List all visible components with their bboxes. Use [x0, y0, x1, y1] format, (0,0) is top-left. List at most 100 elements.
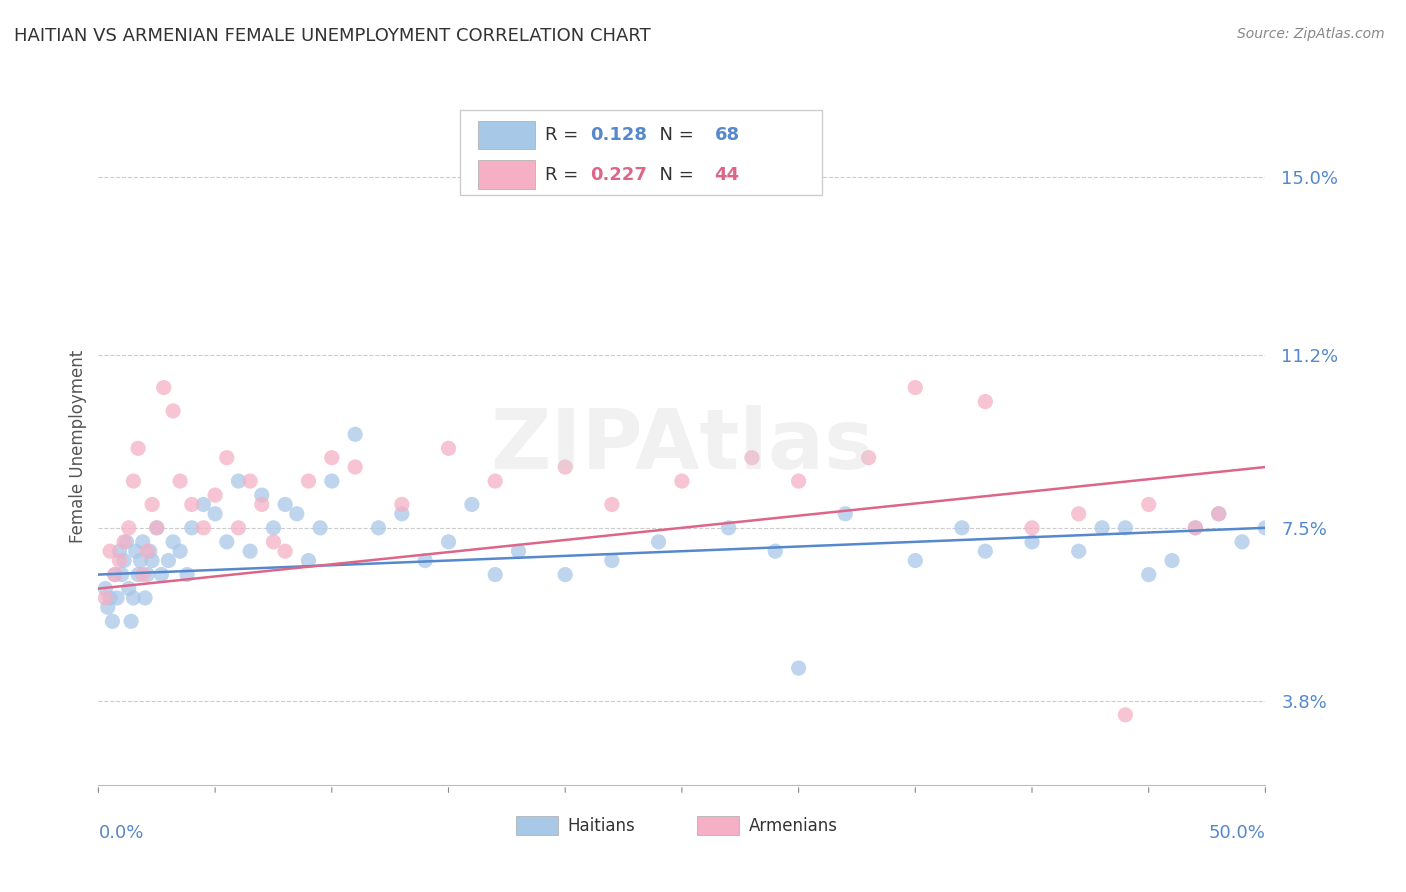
- Haitians: [1091, 521, 1114, 535]
- Haitians: [139, 544, 162, 558]
- Text: Source: ZipAtlas.com: Source: ZipAtlas.com: [1237, 27, 1385, 41]
- Haitians: [309, 521, 332, 535]
- Haitians: [193, 498, 215, 512]
- Haitians: [97, 600, 120, 615]
- Armenians: [1137, 498, 1160, 512]
- FancyBboxPatch shape: [516, 816, 558, 835]
- FancyBboxPatch shape: [697, 816, 740, 835]
- Armenians: [152, 380, 174, 394]
- FancyBboxPatch shape: [478, 161, 534, 189]
- Haitians: [239, 544, 262, 558]
- Haitians: [1114, 521, 1136, 535]
- Haitians: [132, 534, 155, 549]
- Haitians: [98, 591, 121, 605]
- Haitians: [150, 567, 173, 582]
- Text: N =: N =: [648, 166, 700, 184]
- Armenians: [904, 380, 927, 394]
- Haitians: [1137, 567, 1160, 582]
- Armenians: [136, 544, 159, 558]
- Haitians: [111, 567, 134, 582]
- Haitians: [120, 615, 142, 629]
- Armenians: [1114, 707, 1136, 722]
- Armenians: [180, 498, 202, 512]
- Text: Haitians: Haitians: [568, 817, 636, 835]
- Text: ZIPAtlas: ZIPAtlas: [489, 406, 875, 486]
- Haitians: [437, 534, 460, 549]
- Haitians: [834, 507, 856, 521]
- Haitians: [1161, 553, 1184, 567]
- Text: HAITIAN VS ARMENIAN FEMALE UNEMPLOYMENT CORRELATION CHART: HAITIAN VS ARMENIAN FEMALE UNEMPLOYMENT …: [14, 27, 651, 45]
- Haitians: [391, 507, 413, 521]
- Haitians: [94, 582, 117, 596]
- Haitians: [763, 544, 786, 558]
- Haitians: [176, 567, 198, 582]
- Text: N =: N =: [648, 126, 700, 144]
- Haitians: [146, 521, 169, 535]
- Armenians: [484, 474, 506, 488]
- Haitians: [228, 474, 250, 488]
- Haitians: [717, 521, 740, 535]
- Armenians: [391, 498, 413, 512]
- Haitians: [157, 553, 180, 567]
- Armenians: [127, 442, 149, 456]
- FancyBboxPatch shape: [478, 120, 534, 149]
- Haitians: [125, 544, 148, 558]
- Haitians: [136, 567, 159, 582]
- Armenians: [239, 474, 262, 488]
- Haitians: [112, 553, 135, 567]
- Armenians: [98, 544, 121, 558]
- Text: R =: R =: [546, 126, 585, 144]
- Armenians: [118, 521, 141, 535]
- Haitians: [127, 567, 149, 582]
- Armenians: [104, 567, 127, 582]
- Haitians: [297, 553, 319, 567]
- Armenians: [671, 474, 693, 488]
- Text: 50.0%: 50.0%: [1209, 824, 1265, 842]
- Armenians: [162, 404, 184, 418]
- Armenians: [274, 544, 297, 558]
- Armenians: [787, 474, 810, 488]
- Armenians: [1208, 507, 1230, 521]
- Haitians: [129, 553, 152, 567]
- Text: R =: R =: [546, 166, 585, 184]
- Haitians: [122, 591, 145, 605]
- Haitians: [554, 567, 576, 582]
- Y-axis label: Female Unemployment: Female Unemployment: [69, 350, 87, 542]
- Haitians: [1184, 521, 1206, 535]
- Haitians: [105, 591, 128, 605]
- Haitians: [104, 567, 127, 582]
- Armenians: [1021, 521, 1043, 535]
- Haitians: [141, 553, 163, 567]
- Haitians: [1254, 521, 1277, 535]
- Haitians: [484, 567, 506, 582]
- Text: 0.227: 0.227: [589, 166, 647, 184]
- Armenians: [297, 474, 319, 488]
- Haitians: [115, 534, 138, 549]
- Haitians: [787, 661, 810, 675]
- Armenians: [600, 498, 623, 512]
- Armenians: [122, 474, 145, 488]
- Haitians: [204, 507, 226, 521]
- Haitians: [413, 553, 436, 567]
- Haitians: [904, 553, 927, 567]
- Text: 68: 68: [714, 126, 740, 144]
- Haitians: [1067, 544, 1090, 558]
- Haitians: [215, 534, 238, 549]
- FancyBboxPatch shape: [460, 111, 823, 195]
- Haitians: [1230, 534, 1253, 549]
- Haitians: [108, 544, 131, 558]
- Armenians: [554, 460, 576, 475]
- Armenians: [132, 567, 155, 582]
- Armenians: [741, 450, 763, 465]
- Armenians: [321, 450, 343, 465]
- Text: Armenians: Armenians: [748, 817, 838, 835]
- Armenians: [1067, 507, 1090, 521]
- Armenians: [1184, 521, 1206, 535]
- Armenians: [262, 534, 284, 549]
- Text: 0.0%: 0.0%: [98, 824, 143, 842]
- Haitians: [262, 521, 284, 535]
- Haitians: [162, 534, 184, 549]
- Text: 0.128: 0.128: [589, 126, 647, 144]
- Haitians: [180, 521, 202, 535]
- Haitians: [1208, 507, 1230, 521]
